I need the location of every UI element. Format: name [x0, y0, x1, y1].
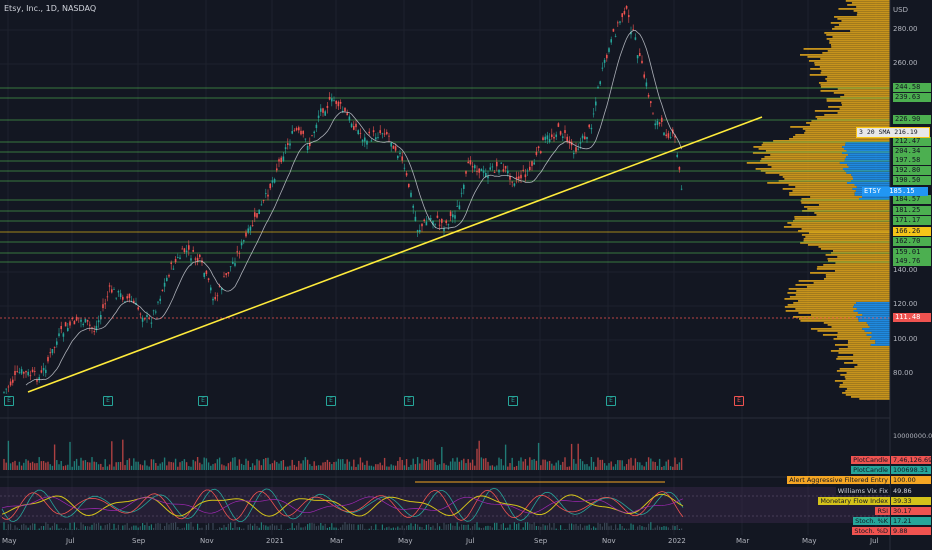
- candles: [3, 5, 683, 395]
- current-symbol: ETSY: [864, 187, 881, 195]
- indicator-value: 49.86: [891, 487, 931, 495]
- currency-label: USD: [893, 6, 908, 14]
- price-levels: [0, 87, 890, 263]
- indicator-name: PlotCandle: [851, 466, 890, 474]
- x-tick: May: [2, 537, 17, 545]
- x-tick: 2022: [668, 537, 686, 545]
- oscillator-pane: [0, 481, 890, 530]
- price-tick: 80.00: [893, 369, 914, 377]
- price-level-label: 111.48: [893, 313, 931, 322]
- indicator-value: 39.33: [891, 497, 931, 505]
- volume-profile: [746, 0, 890, 400]
- x-tick: Jul: [870, 537, 879, 545]
- earnings-event-icon[interactable]: E: [404, 396, 414, 406]
- indicator-name: PlotCandle: [851, 456, 890, 464]
- price-level-label: 166.26: [893, 227, 931, 236]
- earnings-event-icon[interactable]: E: [606, 396, 616, 406]
- indicator-value: 100.00: [891, 476, 931, 484]
- sma-value: 216.19: [894, 128, 918, 136]
- price-level-label: 212.47: [893, 137, 931, 146]
- indicator-value: 17.21: [891, 517, 931, 525]
- future-earnings-event-icon[interactable]: E: [734, 396, 744, 406]
- indicator-value: 100698.31: [891, 466, 931, 474]
- x-tick: Nov: [602, 537, 616, 545]
- x-tick: 2021: [266, 537, 284, 545]
- x-tick: Sep: [534, 537, 548, 545]
- price-level-label: 239.63: [893, 93, 931, 102]
- indicator-name: Williams Vix Fix: [835, 487, 890, 495]
- indicator-name: Monetary Flow Index: [818, 497, 890, 505]
- symbol-title[interactable]: Etsy, Inc., 1D, NASDAQ: [4, 4, 97, 13]
- price-level-label: 184.57: [893, 195, 931, 204]
- x-tick: Mar: [736, 537, 750, 545]
- price-level-label: 162.70: [893, 237, 931, 246]
- current-price-label: ETSY 185.15: [862, 187, 928, 196]
- x-tick: Jul: [466, 537, 475, 545]
- sma-label: 3 20 SMA 216.19: [856, 127, 930, 138]
- price-level-label: 190.50: [893, 176, 931, 185]
- price-tick: 280.00: [893, 25, 918, 33]
- indicator-name: Stoch. %D: [852, 527, 890, 535]
- price-level-label: 204.34: [893, 147, 931, 156]
- price-level-label: 226.90: [893, 115, 931, 124]
- x-tick: Nov: [200, 537, 214, 545]
- price-tick: 100.00: [893, 335, 918, 343]
- price-level-label: 197.58: [893, 156, 931, 165]
- price-level-label: 171.17: [893, 216, 931, 225]
- earnings-event-icon[interactable]: E: [198, 396, 208, 406]
- volume-tick: 10000000.00: [893, 432, 932, 440]
- indicator-name: Stoch. %K: [853, 517, 890, 525]
- indicator-name: Alert Aggressive Filtered Entry: [787, 476, 890, 484]
- x-tick: May: [398, 537, 413, 545]
- price-level-label: 159.01: [893, 248, 931, 257]
- indicator-value: 30.17: [891, 507, 931, 515]
- price-level-label: 181.25: [893, 206, 931, 215]
- indicator-value: 9.88: [891, 527, 931, 535]
- x-tick: May: [802, 537, 817, 545]
- volume-bars: [3, 439, 683, 470]
- indicator-value: 7,46,126.69: [891, 456, 932, 464]
- earnings-event-icon[interactable]: E: [103, 396, 113, 406]
- trend-line[interactable]: [27, 116, 763, 393]
- price-tick: 120.00: [893, 300, 918, 308]
- sma-name: 3 20 SMA: [859, 128, 891, 136]
- earnings-event-icon[interactable]: E: [326, 396, 336, 406]
- price-level-label: 244.58: [893, 83, 931, 92]
- sma-line: [25, 29, 682, 386]
- price-level-label: 192.80: [893, 166, 931, 175]
- x-tick: Jul: [66, 537, 75, 545]
- earnings-event-icon[interactable]: E: [508, 396, 518, 406]
- current-price: 185.15: [889, 187, 915, 195]
- x-tick: Mar: [330, 537, 344, 545]
- earnings-event-icon[interactable]: E: [4, 396, 14, 406]
- indicator-name: RSI: [875, 507, 890, 515]
- price-tick: 260.00: [893, 59, 918, 67]
- price-level-label: 149.76: [893, 257, 931, 266]
- grid: [0, 0, 890, 535]
- price-tick: 140.00: [893, 266, 918, 274]
- x-tick: Sep: [132, 537, 146, 545]
